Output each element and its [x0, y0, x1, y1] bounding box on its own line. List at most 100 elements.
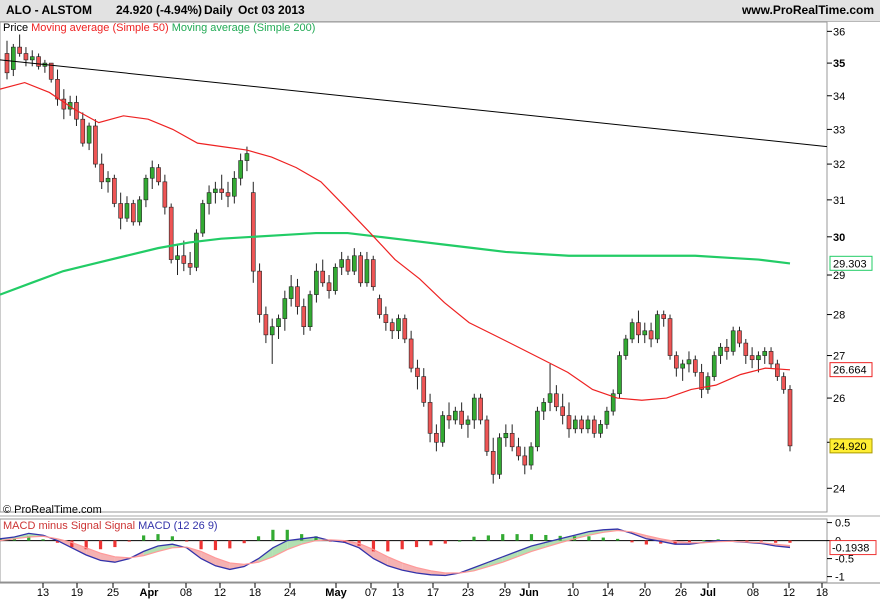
candle-body	[263, 314, 269, 336]
macd-histogram-bar	[371, 540, 376, 552]
candle-body	[692, 359, 698, 373]
candle-body	[4, 53, 10, 74]
x-tick-label: 17	[427, 587, 439, 599]
macd-histogram-bar	[0, 538, 2, 541]
candle-body	[11, 46, 16, 70]
candle-body	[497, 437, 502, 475]
x-tick-label: 26	[675, 587, 687, 599]
candle-body	[509, 432, 515, 448]
candle-body	[358, 255, 363, 284]
x-tick-label: 20	[639, 587, 651, 599]
macd-hist-legend: MACD minus Signal Signal	[3, 520, 136, 532]
macd-histogram-bar	[142, 535, 146, 541]
macd-fill	[474, 562, 489, 571]
candle-body	[181, 255, 187, 264]
macd-histogram-bar	[271, 529, 275, 541]
candle-body	[288, 286, 294, 299]
price-tick-label: 24	[833, 483, 845, 495]
macd-histogram-bar	[400, 540, 404, 550]
macd-histogram-bar	[343, 540, 347, 543]
candle-body	[269, 326, 275, 336]
candle-body	[775, 363, 780, 377]
candle-body	[541, 402, 547, 412]
ma200-last-label-box	[829, 255, 873, 271]
macd-histogram-bar	[55, 540, 60, 543]
candle-body	[118, 203, 123, 219]
candle-body	[579, 419, 584, 430]
price-tick-label: 33	[833, 124, 845, 136]
candle-body	[36, 56, 41, 67]
candle-body	[636, 322, 641, 336]
candle-body	[471, 397, 477, 421]
candle-body	[206, 192, 212, 204]
price-panel-frame	[0, 21, 828, 513]
candle-body	[743, 342, 749, 356]
candle-body	[573, 419, 578, 430]
macd-fill	[287, 538, 302, 550]
macd-histogram-bar	[774, 540, 778, 543]
x-tick-label: 14	[602, 587, 614, 599]
candle-body	[80, 118, 86, 144]
date-label: Oct 03 2013	[238, 3, 305, 17]
candle-body	[187, 263, 193, 268]
price-tick-label: 28	[833, 310, 845, 322]
macd-histogram-bar	[98, 540, 103, 550]
macd-histogram-bar	[687, 540, 692, 543]
candle-body	[244, 153, 250, 161]
macd-histogram-bar	[501, 534, 505, 541]
x-tick-label: May	[325, 587, 347, 599]
candle-body	[478, 397, 483, 421]
macd-histogram-bar	[70, 540, 74, 548]
period-label: Daily	[204, 3, 233, 17]
price-tick-label: 26	[833, 393, 845, 405]
candle-body	[711, 355, 717, 377]
macd-histogram-bar	[113, 540, 117, 548]
macd-tick-label: -0.5	[835, 554, 854, 566]
macd-line-legend: MACD (12 26 9)	[138, 520, 218, 532]
candle-body	[667, 318, 673, 356]
candle-body	[781, 376, 786, 390]
macd-histogram-bar	[788, 540, 792, 543]
candle-body	[598, 424, 603, 434]
close-last-label-box	[829, 438, 873, 454]
candle-body	[756, 355, 761, 361]
candle-body	[282, 298, 288, 319]
candle-body	[516, 446, 521, 457]
candle-body	[749, 355, 755, 361]
candle-body	[124, 203, 130, 219]
x-tick-label: 13	[392, 587, 404, 599]
candle-body	[661, 314, 667, 319]
trend-line	[0, 59, 828, 148]
macd-histogram-bar	[529, 534, 534, 541]
candle-body	[326, 282, 332, 291]
close-last-label: 24.920	[833, 441, 867, 453]
macd-histogram-bar	[386, 540, 390, 552]
candle-body	[23, 53, 29, 61]
macd-fill	[359, 543, 374, 559]
signal-line	[0, 529, 791, 574]
candle-body	[213, 188, 218, 193]
candle-body	[610, 393, 616, 412]
x-tick-label: 10	[567, 587, 579, 599]
candle-body	[655, 314, 660, 340]
x-tick-label: 19	[71, 587, 83, 599]
candle-body	[29, 56, 35, 61]
macd-histogram-bar	[285, 529, 289, 541]
candle-body	[591, 419, 597, 434]
macd-histogram-bar	[156, 534, 160, 541]
macd-fill	[531, 542, 546, 552]
macd-last-label: -0.1938	[832, 543, 869, 555]
macd-tick-label: 0.5	[835, 518, 850, 530]
x-tick-label: 12	[783, 587, 795, 599]
macd-fill	[574, 531, 589, 539]
candle-body	[535, 410, 540, 448]
candle-body	[320, 270, 326, 284]
price-tick-label: 32	[833, 159, 845, 171]
candle-body	[762, 351, 768, 356]
macd-line	[0, 528, 791, 577]
symbol-label: ALO - ALSTOM	[6, 3, 92, 17]
candle-body	[99, 163, 105, 183]
macd-last-label-box	[829, 540, 877, 556]
candle-body	[623, 338, 629, 356]
